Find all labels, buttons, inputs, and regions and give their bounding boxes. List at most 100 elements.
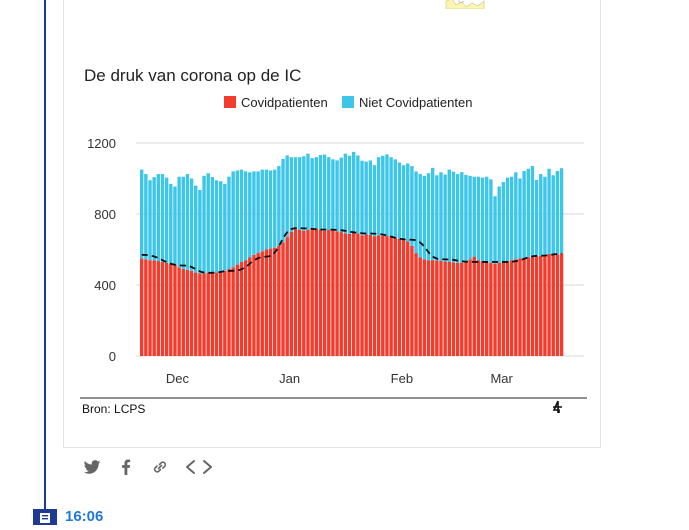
twitter-icon[interactable] [82,457,102,477]
bar-niet-covid [177,176,181,268]
bar-covid [414,253,418,356]
timeline-line [44,0,46,521]
bar-covid [447,261,452,356]
bar-covid [185,269,190,356]
bar-covid [206,272,210,356]
bar-niet-covid [185,174,190,270]
legend: Covidpatienten Niet Covidpatienten [224,95,472,110]
bar-niet-covid [485,176,489,262]
bar-covid [223,270,227,356]
bar-covid [289,231,294,356]
bar-niet-covid [435,175,439,261]
timeline-entry: 16:06 [33,508,103,525]
bar-covid [430,260,435,356]
bar-covid [385,236,389,356]
bar-covid [140,258,144,356]
bar-covid [422,259,427,356]
bar-niet-covid [343,153,348,234]
bar-covid [501,261,506,356]
y-tick-label-3: 1200 [87,136,116,151]
bar-covid [235,264,240,356]
bar-niet-covid [318,155,323,230]
bar-niet-covid [310,158,314,230]
embed-icon[interactable] [184,457,214,477]
bar-covid [297,229,302,356]
bar-covid [401,239,406,356]
bar-covid [530,256,535,356]
bar-niet-covid [414,171,418,254]
source-label: Bron: LCPS [82,402,145,416]
bar-niet-covid [202,175,206,274]
bar-niet-covid [555,171,560,255]
bar-covid [364,234,368,356]
bar-niet-covid [393,159,397,238]
bar-niet-covid [223,183,227,271]
bar-covid [509,260,514,356]
bar-covid [173,264,177,356]
bar-covid [522,258,526,356]
bar-niet-covid [439,172,443,262]
bar-niet-covid [331,159,335,231]
bar-covid [406,241,410,356]
bar-covid [256,253,260,356]
chart-title: De druk van corona op de IC [84,66,301,85]
bar-covid [368,234,373,356]
bar-covid [497,262,501,356]
legend-swatch-0 [224,96,236,108]
x-axis: Dec Jan Feb Mar [166,371,514,386]
bar-niet-covid [493,196,497,264]
bar-covid [339,232,343,356]
bar-niet-covid [181,176,185,270]
bar-niet-covid [210,177,215,273]
bar-niet-covid [264,169,269,250]
bar-niet-covid [252,171,256,255]
bar-niet-covid [364,161,368,235]
bar-niet-covid [464,174,468,262]
bar-covid [455,262,460,356]
bar-covid [310,229,314,356]
bar-niet-covid [501,182,506,262]
facebook-icon[interactable] [116,457,136,477]
legend-label-1: Niet Covidpatienten [359,95,472,110]
bar-niet-covid [293,157,298,229]
bar-niet-covid [381,155,385,236]
bar-covid [480,261,485,356]
bar-niet-covid [285,155,289,238]
link-icon[interactable] [150,457,170,477]
bar-niet-covid [476,176,481,261]
bar-niet-covid [522,171,526,259]
bar-covid [314,228,318,356]
x-tick-label-3: Mar [490,371,513,386]
bar-covid [468,259,472,356]
bar-niet-covid [468,175,472,260]
bar-covid [194,272,198,356]
bar-niet-covid [543,176,547,255]
bar-niet-covid [451,171,456,263]
bar-niet-covid [410,166,414,246]
bar-niet-covid [156,174,161,262]
bar-covid [451,262,456,356]
bar-covid [381,235,385,356]
bar-niet-covid [509,176,514,261]
bar-covid [152,260,156,356]
bar-covid [144,259,148,356]
bar-covid [539,255,543,356]
y-tick-label-2: 800 [94,207,116,222]
bar-covid [164,262,169,356]
bar-niet-covid [376,157,381,236]
bar-niet-covid [397,162,402,239]
bar-covid [489,262,493,356]
bar-covid [335,231,339,356]
bar-niet-covid [194,185,198,273]
bar-covid [331,230,335,356]
bar-niet-covid [281,158,285,243]
bar-niet-covid [497,186,501,263]
bar-covid [505,261,510,356]
bar-niet-covid [347,155,352,234]
bar-niet-covid [426,173,431,261]
bar-covid [293,228,298,356]
bar-covid [547,253,551,356]
bar-covid [239,261,244,356]
bar-niet-covid [526,168,530,258]
bar-niet-covid [235,170,240,265]
